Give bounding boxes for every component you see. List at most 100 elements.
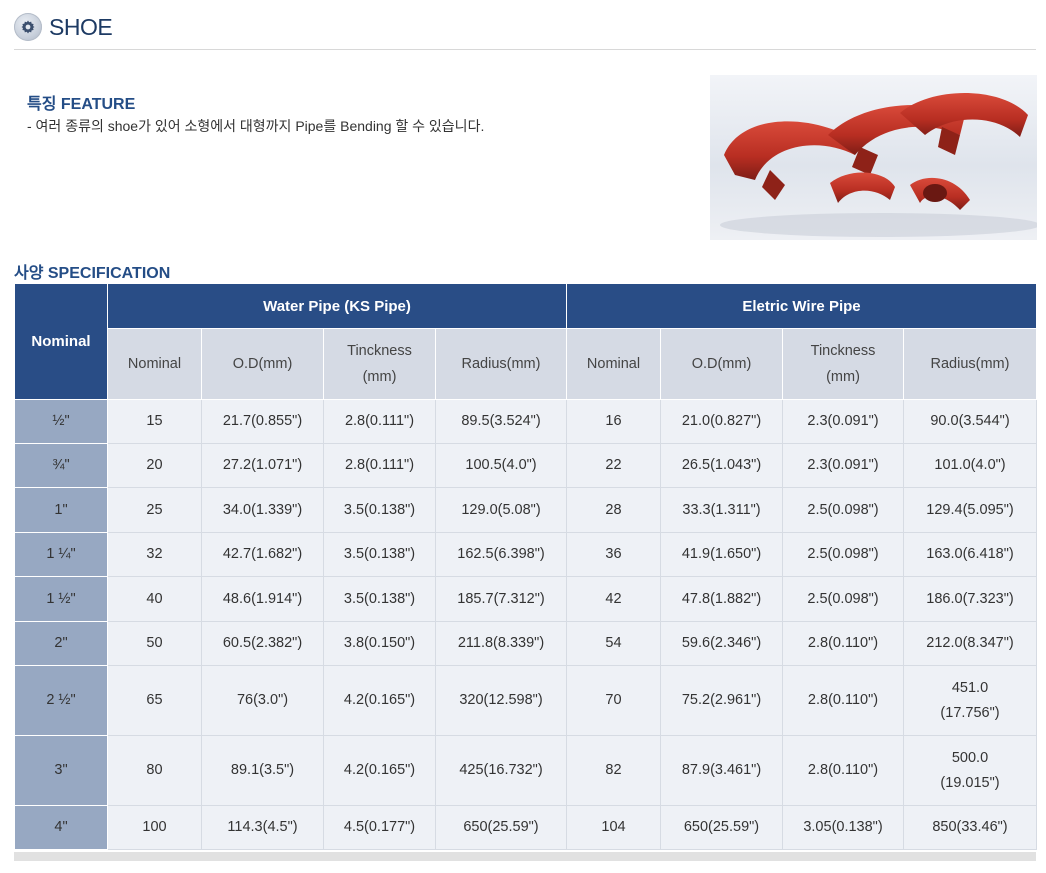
table-cell: 2.3(0.091") (782, 399, 904, 444)
table-cell: 129.0(5.08") (435, 487, 567, 533)
table-cell: 4.2(0.165") (323, 735, 436, 806)
table-cell: 20 (107, 443, 202, 488)
electric-wire-pipe-header: Eletric Wire Pipe (566, 283, 1037, 329)
table-cell: 650(25.59") (435, 805, 567, 850)
table-cell: 211.8(8.339") (435, 621, 567, 666)
gear-icon (14, 13, 42, 41)
table-cell: 2.8(0.111") (323, 443, 436, 488)
table-cell: 2.3(0.091") (782, 443, 904, 488)
table-cell: 212.0(8.347") (903, 621, 1037, 666)
table-cell: 4.5(0.177") (323, 805, 436, 850)
row-nominal-label: ½" (14, 399, 108, 444)
table-cell: 80 (107, 735, 202, 806)
table-cell: 2.5(0.098") (782, 532, 904, 577)
table-cell: 162.5(6.398") (435, 532, 567, 577)
table-cell: 2.8(0.110") (782, 735, 904, 806)
table-cell: 16 (566, 399, 661, 444)
table-cell: 650(25.59") (660, 805, 783, 850)
table-cell: 100.5(4.0") (435, 443, 567, 488)
table-cell: 47.8(1.882") (660, 576, 783, 622)
column-header: Nominal (566, 328, 661, 400)
page-header: SHOE (14, 8, 1036, 50)
table-row: 1 ¼" 32 42.7(1.682") 3.5(0.138") 162.5(6.398… (14, 532, 1037, 577)
column-header: Radius(mm) (903, 328, 1037, 400)
column-header: O.D(mm) (660, 328, 783, 400)
table-cell: 104 (566, 805, 661, 850)
table-cell: 32 (107, 532, 202, 577)
table-cell: 33.3(1.311") (660, 487, 783, 533)
table-cell: 75.2(2.961") (660, 665, 783, 736)
column-header: Nominal (107, 328, 202, 400)
table-cell: 42 (566, 576, 661, 622)
table-cell: 89.5(3.524") (435, 399, 567, 444)
shoe-product-photo (710, 75, 1037, 240)
nominal-header: Nominal (14, 283, 108, 400)
table-cell: 40 (107, 576, 202, 622)
table-row: 1" 25 34.0(1.339") 3.5(0.138") 129.0(5.08") 2… (14, 487, 1037, 533)
row-nominal-label: 2" (14, 621, 108, 666)
table-cell: 2.8(0.110") (782, 621, 904, 666)
table-cell: 48.6(1.914") (201, 576, 324, 622)
table-cell: 15 (107, 399, 202, 444)
table-cell: 320(12.598") (435, 665, 567, 736)
table-cell: 54 (566, 621, 661, 666)
table-row: ¾" 20 27.2(1.071") 2.8(0.111") 100.5(4.0") 22… (14, 443, 1037, 488)
column-header: Tinckness (mm) (323, 328, 436, 400)
table-cell: 2.5(0.098") (782, 576, 904, 622)
feature-description: - 여러 종류의 shoe가 있어 소형에서 대형까지 Pipe를 Bendin… (27, 118, 485, 134)
table-row: 2" 50 60.5(2.382") 3.8(0.150") 211.8(8.339")… (14, 621, 1037, 666)
table-cell: 2.5(0.098") (782, 487, 904, 533)
table-cell: 101.0(4.0") (903, 443, 1037, 488)
row-nominal-label: 3" (14, 735, 108, 806)
table-row: 3" 80 89.1(3.5") 4.2(0.165") 425(16.732") 82 8… (14, 735, 1037, 806)
table-cell: 185.7(7.312") (435, 576, 567, 622)
table-cell: 186.0(7.323") (903, 576, 1037, 622)
table-cell: 60.5(2.382") (201, 621, 324, 666)
table-cell: 70 (566, 665, 661, 736)
table-cell: 2.8(0.111") (323, 399, 436, 444)
table-cell: 42.7(1.682") (201, 532, 324, 577)
table-row: 2 ½" 65 76(3.0") 4.2(0.165") 320(12.598") 70 7… (14, 665, 1037, 736)
row-nominal-label: 1 ¼" (14, 532, 108, 577)
table-cell: 82 (566, 735, 661, 806)
table-cell: 451.0 (17.756") (903, 665, 1037, 736)
table-cell: 26.5(1.043") (660, 443, 783, 488)
table-cell: 25 (107, 487, 202, 533)
row-nominal-label: 2 ½" (14, 665, 108, 736)
table-cell: 129.4(5.095") (903, 487, 1037, 533)
table-cell: 87.9(3.461") (660, 735, 783, 806)
table-cell: 3.5(0.138") (323, 576, 436, 622)
table-cell: 4.2(0.165") (323, 665, 436, 736)
table-cell: 21.0(0.827") (660, 399, 783, 444)
row-nominal-label: ¾" (14, 443, 108, 488)
water-pipe-header: Water Pipe (KS Pipe) (107, 283, 567, 329)
table-cell: 21.7(0.855") (201, 399, 324, 444)
table-cell: 27.2(1.071") (201, 443, 324, 488)
table-cell: 850(33.46") (903, 805, 1037, 850)
table-cell: 90.0(3.544") (903, 399, 1037, 444)
table-row: 1 ½" 40 48.6(1.914") 3.5(0.138") 185.7(7.312… (14, 576, 1037, 622)
table-cell: 34.0(1.339") (201, 487, 324, 533)
table-cell: 3.5(0.138") (323, 532, 436, 577)
table-cell: 76(3.0") (201, 665, 324, 736)
row-nominal-label: 1" (14, 487, 108, 533)
column-header: O.D(mm) (201, 328, 324, 400)
table-cell: 22 (566, 443, 661, 488)
table-cell: 89.1(3.5") (201, 735, 324, 806)
specification-table: Nominal Water Pipe (KS Pipe) Eletric Wir… (14, 283, 1037, 850)
table-cell: 3.8(0.150") (323, 621, 436, 666)
table-cell: 3.5(0.138") (323, 487, 436, 533)
table-cell: 41.9(1.650") (660, 532, 783, 577)
feature-heading: 특징 FEATURE (27, 96, 136, 113)
table-row: ½" 15 21.7(0.855") 2.8(0.111") 89.5(3.524") 1… (14, 399, 1037, 444)
table-cell: 50 (107, 621, 202, 666)
table-cell: 36 (566, 532, 661, 577)
row-nominal-label: 1 ½" (14, 576, 108, 622)
specification-heading: 사양 SPECIFICATION (14, 265, 171, 282)
table-cell: 500.0 (19.015") (903, 735, 1037, 806)
table-cell: 3.05(0.138") (782, 805, 904, 850)
table-cell: 2.8(0.110") (782, 665, 904, 736)
column-header: Radius(mm) (435, 328, 567, 400)
table-row: 4" 100 114.3(4.5") 4.5(0.177") 650(25.59") 10… (14, 805, 1037, 850)
table-footer-bar (14, 852, 1036, 861)
